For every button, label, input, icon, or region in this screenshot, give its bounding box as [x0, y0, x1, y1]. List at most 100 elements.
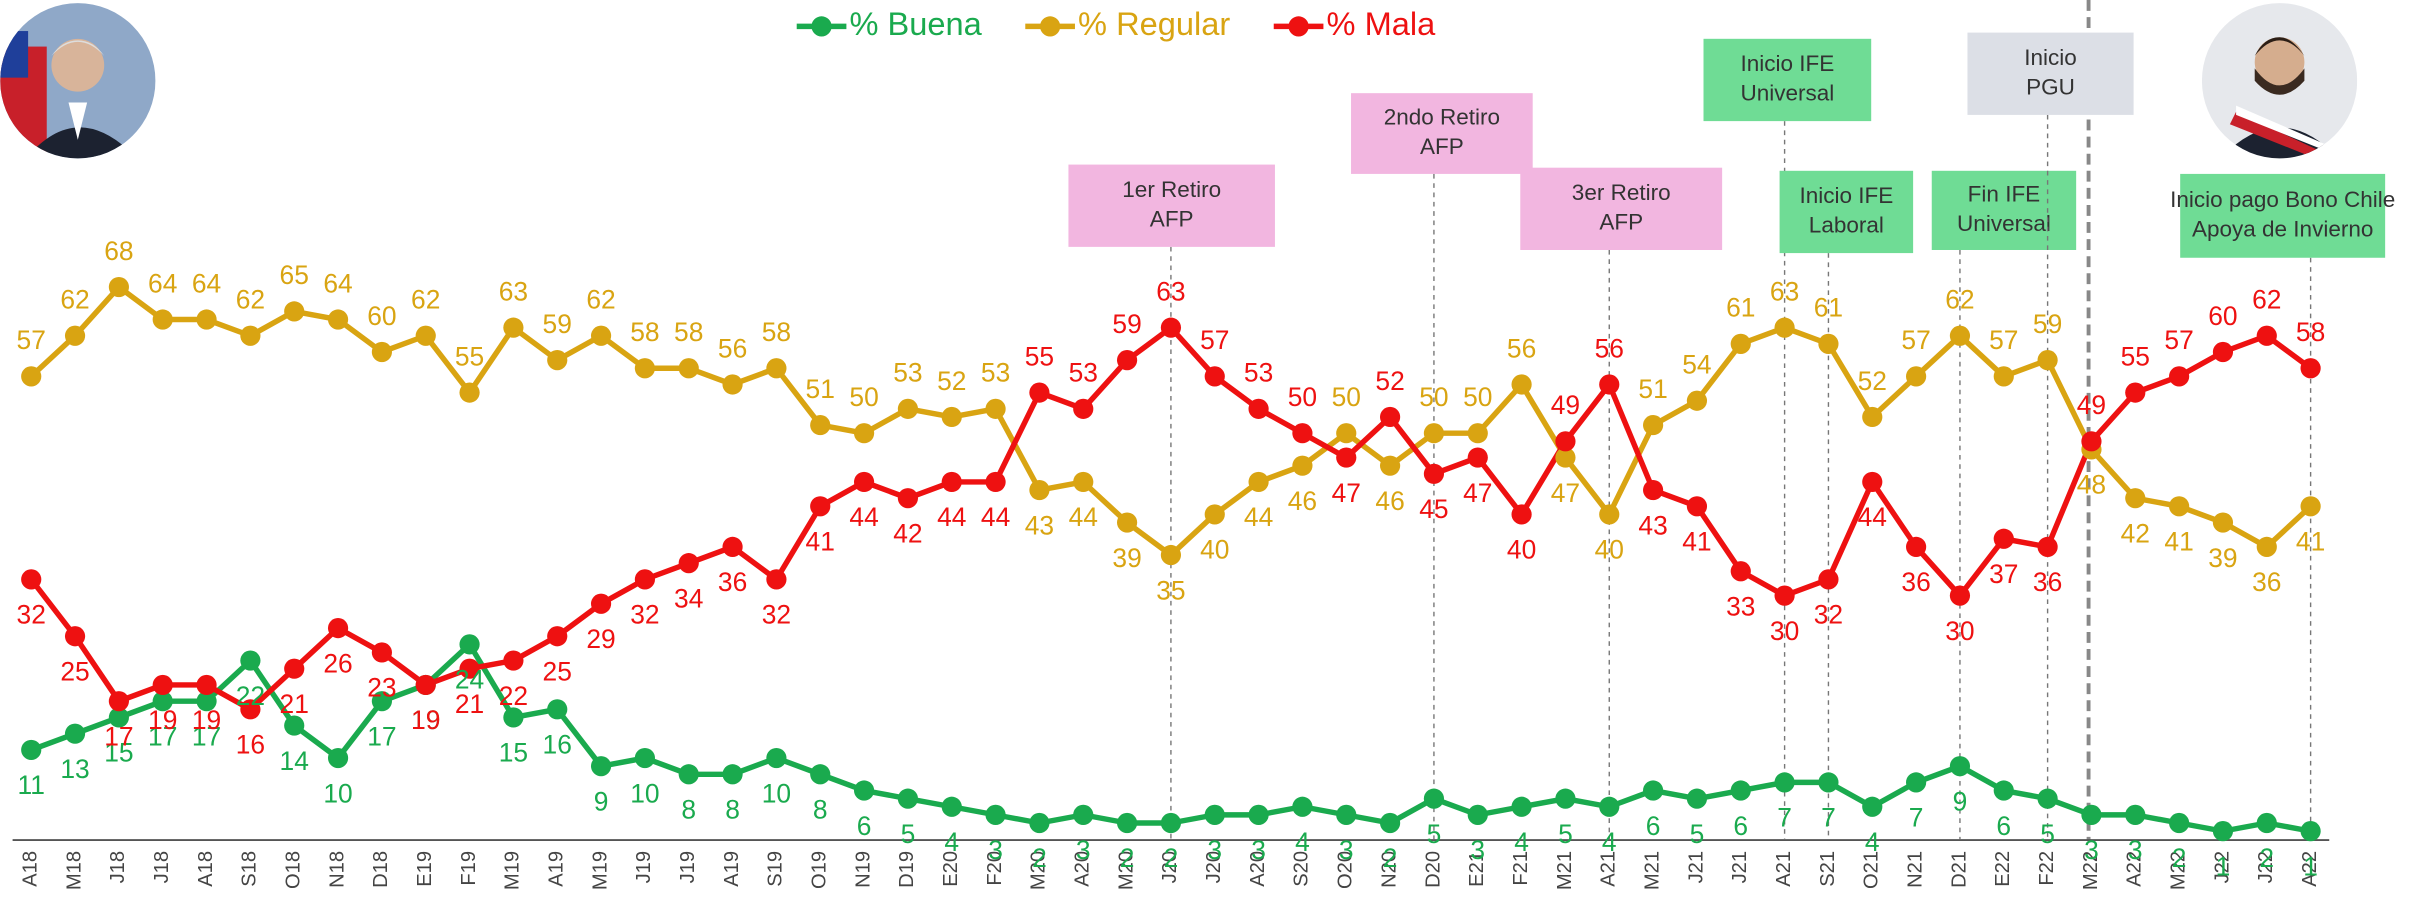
data-point	[1906, 772, 1927, 793]
data-label: 51	[806, 374, 835, 404]
data-point	[2081, 804, 2102, 825]
x-tick-label: S20	[1291, 851, 1313, 887]
data-label: 55	[2121, 341, 2150, 371]
data-point	[1862, 406, 1883, 428]
data-point	[1993, 528, 2014, 549]
data-point	[1160, 317, 1182, 338]
data-point	[1292, 796, 1313, 817]
data-point	[1116, 350, 1138, 371]
x-tick-label: J20	[1159, 851, 1181, 884]
data-point	[853, 471, 875, 493]
data-label: 45	[1419, 494, 1448, 524]
data-label: 58	[630, 317, 659, 347]
data-label: 57	[1989, 325, 2018, 355]
data-point	[1774, 585, 1795, 606]
data-label: 54	[1682, 350, 1711, 380]
x-tick-label: D19	[896, 851, 918, 888]
data-label: 25	[543, 656, 572, 686]
data-point	[2037, 788, 2058, 809]
data-label: 4	[1514, 827, 1529, 857]
data-point	[1686, 390, 1708, 411]
data-label: 7	[1909, 803, 1924, 833]
x-tick-label: N18	[326, 851, 348, 888]
data-point	[1949, 756, 1971, 777]
data-label: 63	[499, 276, 528, 306]
data-point	[853, 780, 875, 801]
data-point	[1379, 812, 1401, 834]
annotation-text: AFP	[1150, 206, 1194, 231]
data-label: 62	[411, 285, 440, 315]
data-point	[897, 398, 919, 419]
data-label: 56	[1595, 333, 1624, 363]
data-point	[284, 715, 305, 736]
data-point	[1073, 398, 1094, 419]
annotation-text: AFP	[1599, 210, 1643, 235]
x-tick-label: A18	[195, 851, 217, 887]
data-label: 53	[1244, 358, 1273, 388]
data-label: 30	[1770, 616, 1799, 646]
data-point	[766, 358, 787, 379]
data-label: 64	[323, 268, 352, 298]
annotation-text: Fin IFE	[1968, 182, 2041, 207]
data-label: 21	[280, 689, 309, 719]
x-tick-label: J19	[677, 851, 699, 884]
data-point	[810, 764, 831, 785]
data-point	[1511, 796, 1532, 817]
x-tick-label: A20	[1247, 851, 1269, 887]
data-label: 1	[2303, 851, 2318, 881]
data-point	[810, 496, 831, 517]
annotation-box	[2180, 173, 2386, 258]
data-label: 24	[455, 665, 484, 695]
data-label: 3	[988, 835, 1003, 865]
data-point	[1511, 504, 1532, 525]
data-label: 53	[893, 358, 922, 388]
data-label: 58	[2296, 317, 2325, 347]
x-tick-label: E20	[940, 851, 962, 887]
data-label: 13	[60, 754, 89, 784]
x-tick-label: D21	[1948, 851, 1970, 888]
x-tick-label: M18	[63, 851, 85, 890]
data-label: 43	[1638, 510, 1667, 540]
data-point	[985, 398, 1006, 419]
data-point	[1643, 780, 1664, 801]
annotation-box	[1351, 93, 1533, 174]
data-point	[2256, 325, 2277, 346]
data-point	[327, 747, 349, 769]
legend-label: % Mala	[1327, 5, 1437, 42]
data-label: 3	[2128, 835, 2143, 865]
data-label: 48	[2077, 470, 2106, 500]
data-point	[1116, 512, 1138, 533]
data-label: 56	[1507, 333, 1536, 363]
data-label: 21	[455, 689, 484, 719]
data-label: 19	[411, 705, 440, 735]
data-label: 17	[192, 721, 221, 751]
annotation-text: 1er Retiro	[1122, 177, 1221, 202]
data-label: 2	[1120, 843, 1135, 873]
data-label: 50	[1463, 382, 1492, 412]
data-label: 32	[17, 600, 46, 630]
annotation-text: PGU	[2026, 74, 2075, 99]
x-tick-label: O21	[1861, 851, 1883, 889]
data-label: 10	[630, 778, 659, 808]
data-point	[634, 747, 655, 769]
data-point	[240, 650, 261, 671]
legend-marker	[811, 16, 832, 37]
data-point	[371, 642, 392, 663]
data-label: 40	[1200, 535, 1229, 565]
data-label: 6	[1733, 811, 1748, 841]
data-label: 17	[104, 721, 133, 751]
data-point	[1336, 447, 1357, 468]
data-label: 2	[1164, 843, 1179, 873]
data-point	[897, 488, 919, 509]
data-point	[678, 553, 699, 574]
annotation-text: 3er Retiro	[1572, 180, 1671, 205]
data-point	[810, 414, 831, 436]
data-point	[64, 723, 86, 744]
data-point	[21, 739, 42, 761]
x-tick-label: M20	[1115, 851, 1137, 890]
data-point	[547, 350, 568, 371]
data-point	[1862, 796, 1883, 817]
data-label: 5	[1558, 819, 1573, 849]
x-tick-label: A22	[2124, 851, 2146, 887]
data-label: 11	[18, 770, 45, 800]
